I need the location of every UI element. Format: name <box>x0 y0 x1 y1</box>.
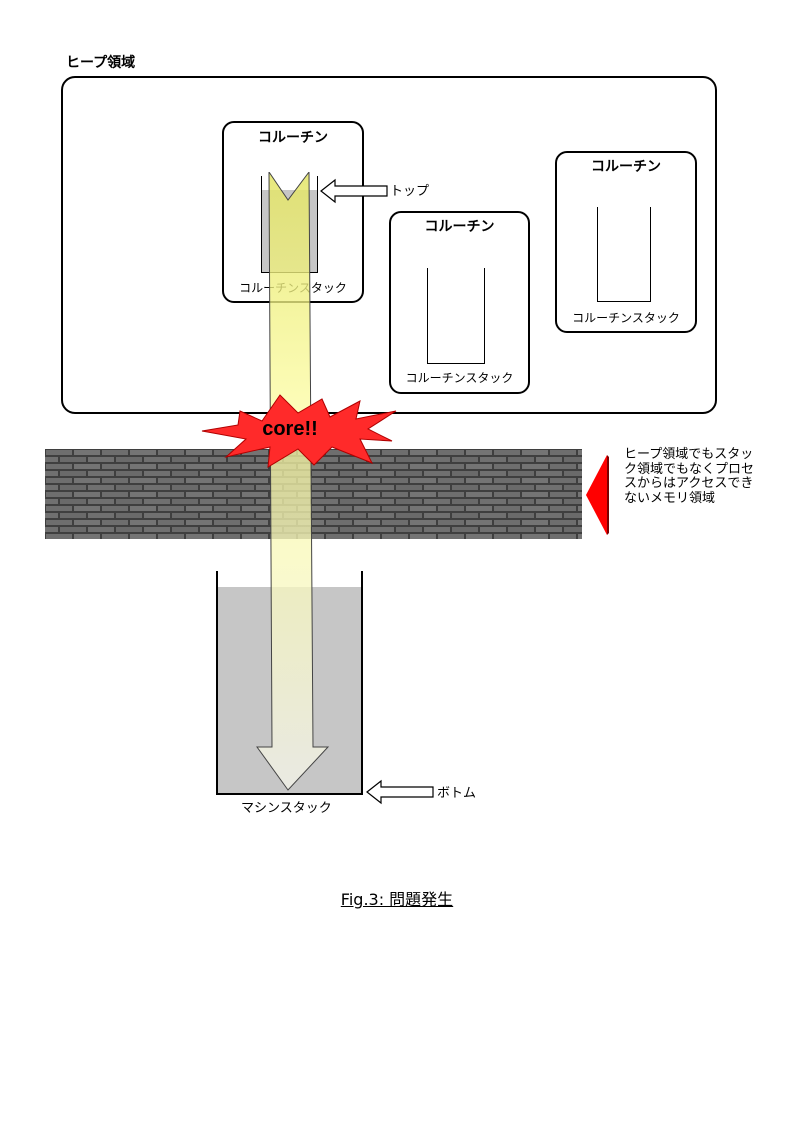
coroutine-stack <box>597 207 651 302</box>
top-pointer-arrow <box>320 178 388 204</box>
core-dump-explosion: core!! <box>201 394 397 468</box>
coroutine-title: コルーチン <box>424 219 495 235</box>
machine-stack <box>216 571 363 795</box>
forbidden-memory-note: ヒープ領域でもスタック領域でもなくプロセスからはアクセスできないメモリ領域 <box>624 447 755 506</box>
bottom-pointer-arrow <box>366 779 434 805</box>
coroutine-stack-label: コルーチンスタック <box>405 371 514 385</box>
coroutine-box-3: コルーチン コルーチンスタック <box>555 151 697 333</box>
bottom-label: ボトム <box>437 786 477 801</box>
figure-caption: Fig.3: 問題発生 <box>340 890 454 909</box>
stack-pointer-beam <box>256 172 330 791</box>
coroutine-stack-label: コルーチンスタック <box>572 311 680 325</box>
heap-region-label: ヒープ領域 <box>66 55 136 71</box>
machine-stack-label: マシンスタック <box>241 801 332 816</box>
top-label: トップ <box>390 184 430 199</box>
coroutine-title: コルーチン <box>591 159 661 175</box>
core-label: core!! <box>262 418 318 440</box>
coroutine-stack <box>427 268 485 364</box>
red-warning-arrow <box>586 455 609 535</box>
coroutine-title: コルーチン <box>258 130 328 146</box>
